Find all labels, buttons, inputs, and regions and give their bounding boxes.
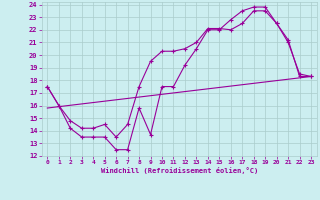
X-axis label: Windchill (Refroidissement éolien,°C): Windchill (Refroidissement éolien,°C) — [100, 167, 258, 174]
